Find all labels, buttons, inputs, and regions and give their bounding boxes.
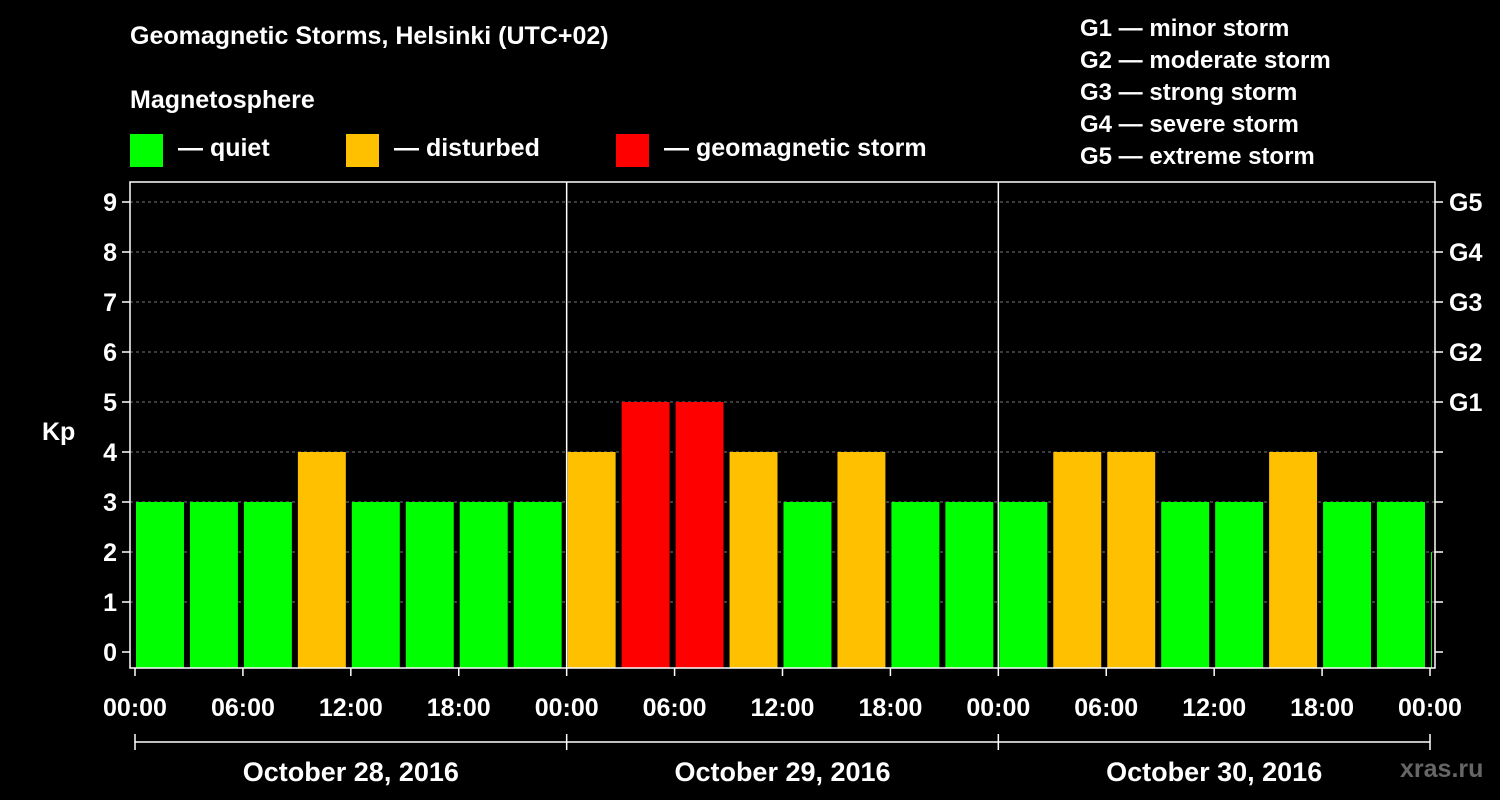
legend-swatch-quiet	[130, 134, 163, 167]
xtick-label-7: 18:00	[858, 694, 922, 722]
kp-bar-2	[243, 502, 292, 668]
magnetosphere-heading: Magnetosphere	[130, 86, 315, 114]
kp-bar-11	[729, 452, 778, 668]
storm-scale-g5: G5 — extreme storm	[1080, 143, 1315, 170]
watermark: xras.ru	[1400, 755, 1484, 783]
storm-scale-g4: G4 — severe storm	[1080, 111, 1299, 138]
xtick-label-3: 18:00	[427, 694, 491, 722]
legend-label-storm: — geomagnetic storm	[664, 134, 927, 162]
g-scale-label-1: G2	[1449, 339, 1482, 367]
g-scale-label-3: G4	[1449, 239, 1482, 267]
kp-bar-3	[297, 452, 346, 668]
kp-bar-9	[621, 402, 670, 668]
chart-title: Geomagnetic Storms, Helsinki (UTC+02)	[130, 22, 609, 50]
kp-bar-18	[1107, 452, 1156, 668]
ytick-label-4: 4	[103, 439, 117, 467]
legend-swatch-storm	[616, 134, 649, 167]
xtick-label-1: 06:00	[211, 694, 275, 722]
g-scale-label-4: G5	[1449, 189, 1482, 217]
kp-bar-15	[945, 502, 994, 668]
kp-bar-22	[1323, 502, 1372, 668]
kp-bar-10	[675, 402, 724, 668]
kp-bar-7	[513, 502, 562, 668]
g-scale-label-2: G3	[1449, 289, 1482, 317]
date-label-2: October 30, 2016	[1106, 757, 1322, 787]
ytick-label-7: 7	[103, 289, 117, 317]
ytick-label-9: 9	[103, 189, 117, 217]
date-label-0: October 28, 2016	[243, 757, 459, 787]
ytick-label-6: 6	[103, 339, 117, 367]
kp-bar-19	[1161, 502, 1210, 668]
xtick-label-12: 00:00	[1398, 694, 1462, 722]
legend-label-quiet: — quiet	[178, 134, 270, 162]
kp-bar-0	[136, 502, 184, 668]
ytick-label-3: 3	[103, 489, 117, 517]
ytick-label-0: 0	[103, 639, 117, 667]
storm-scale-g3: G3 — strong storm	[1080, 79, 1298, 106]
xtick-label-9: 06:00	[1074, 694, 1138, 722]
kp-bar-12	[783, 502, 832, 668]
kp-bar-8	[567, 452, 616, 668]
storm-scale-g2: G2 — moderate storm	[1080, 47, 1331, 74]
ytick-label-5: 5	[103, 389, 117, 417]
storm-scale-g1: G1 — minor storm	[1080, 15, 1290, 42]
xtick-label-10: 12:00	[1182, 694, 1246, 722]
xtick-label-8: 00:00	[966, 694, 1030, 722]
ytick-label-2: 2	[103, 539, 117, 567]
xtick-label-6: 12:00	[751, 694, 815, 722]
kp-bar-6	[459, 502, 508, 668]
legend-swatch-disturbed	[346, 134, 379, 167]
kp-bar-1	[189, 502, 238, 668]
kp-bar-20	[1215, 502, 1264, 668]
ytick-label-1: 1	[103, 589, 117, 617]
kp-bar-4	[351, 502, 400, 668]
kp-bar-13	[837, 452, 886, 668]
g-scale-label-0: G1	[1449, 389, 1482, 417]
xtick-label-5: 06:00	[643, 694, 707, 722]
axes-layer	[122, 181, 1443, 750]
xtick-label-2: 12:00	[319, 694, 383, 722]
xtick-label-0: 00:00	[103, 694, 167, 722]
kp-bar-23	[1377, 502, 1425, 668]
kp-bar-21	[1269, 452, 1318, 668]
bars-layer	[136, 402, 1432, 668]
y-axis-title: Kp	[42, 418, 75, 446]
kp-bar-14	[891, 502, 940, 668]
labels-layer: 0 1 2 3 4 5 6 7 8 9 G1 G2 G3 G4 G5 Kp 00:00 06:00 12:00 18:…	[42, 189, 1482, 787]
xtick-label-4: 00:00	[535, 694, 599, 722]
date-label-1: October 29, 2016	[674, 757, 890, 787]
ytick-label-8: 8	[103, 239, 117, 267]
kp-bar-5	[405, 502, 454, 668]
kp-bar-17	[1053, 452, 1102, 668]
legend-label-disturbed: — disturbed	[394, 134, 540, 162]
kp-bar-24	[1431, 552, 1432, 668]
kp-bar-16	[999, 502, 1048, 668]
xtick-label-11: 18:00	[1290, 694, 1354, 722]
